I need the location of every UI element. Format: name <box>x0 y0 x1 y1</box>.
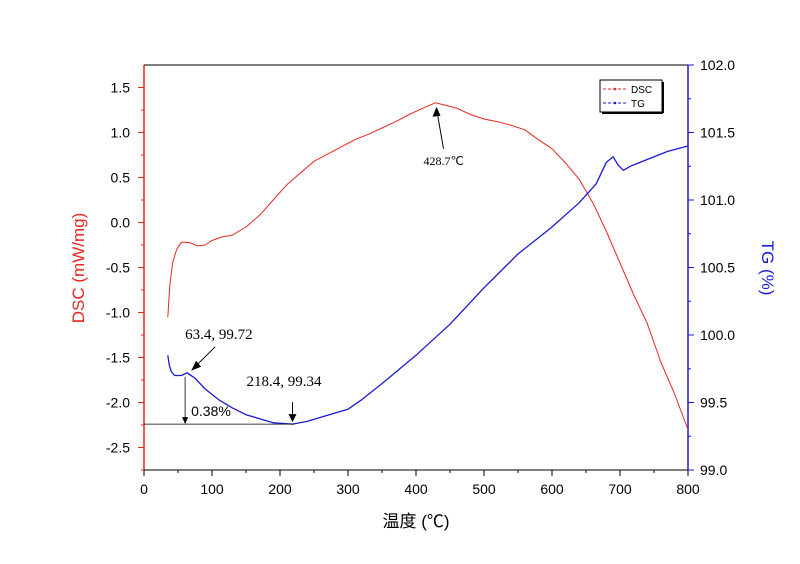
annotations: 428.7℃ 63.4, 99.72 218.4, 99.34 0.38% <box>144 106 464 425</box>
y-right-tick-label: 101.0 <box>700 192 735 208</box>
x-tick-label: 200 <box>268 481 292 497</box>
tg-min-label: 218.4, 99.34 <box>247 374 323 390</box>
x-tick-label: 800 <box>676 481 700 497</box>
y-right-tick-label: 99.0 <box>700 462 727 478</box>
tg-min-arrowhead <box>288 414 297 423</box>
x-tick-label: 300 <box>336 481 360 497</box>
legend-tg-marker <box>613 101 617 105</box>
y-left-tick-label: -2.5 <box>106 440 130 456</box>
legend-tg-label: TG <box>631 99 645 110</box>
y-right-tick-label: 100.0 <box>700 327 735 343</box>
tg-onset-label: 63.4, 99.72 <box>185 327 253 343</box>
y-right-tick-label: 100.5 <box>700 260 735 276</box>
peak-label: 428.7℃ <box>424 154 464 168</box>
y-right-tick-label: 99.5 <box>700 395 727 411</box>
x-tick-label: 600 <box>540 481 564 497</box>
y-left-tick-label: -1.0 <box>106 305 130 321</box>
legend-box <box>599 79 663 113</box>
x-tick-label: 400 <box>404 481 428 497</box>
x-tick-label: 700 <box>608 481 632 497</box>
legend-dsc-label: DSC <box>631 85 652 96</box>
y-left-tick-label: -2.0 <box>106 395 130 411</box>
y-left-tick-label: -0.5 <box>106 260 130 276</box>
tg-onset-arrowhead <box>191 360 202 371</box>
y-left-tick-label: 0.5 <box>111 170 131 186</box>
x-axis-title: 温度 (℃) <box>382 512 449 531</box>
y-left-tick-label: 1.5 <box>111 80 131 96</box>
x-tick-label: 0 <box>140 481 148 497</box>
y-right-tick-label: 101.5 <box>700 125 735 141</box>
x-tick-label: 500 <box>472 481 496 497</box>
legend-dsc-marker <box>613 87 617 91</box>
y-left-tick-label: -1.5 <box>106 350 130 366</box>
y-axis-right-title: TG (%) <box>758 241 777 296</box>
x-tick-label: 100 <box>200 481 224 497</box>
axis-ticks: 0 100 200 300 400 500 600 700 800 1.5 1.0 0.5 0.0 -0.… <box>106 57 735 497</box>
mass-loss-arrowhead <box>182 417 189 425</box>
dsc-series-line <box>167 102 689 430</box>
tg-series-line <box>167 145 689 425</box>
mass-loss-label: 0.38% <box>191 403 231 419</box>
series-lines <box>167 102 689 430</box>
peak-arrowhead <box>432 106 441 117</box>
y-axis-left-title: DSC (mW/mg) <box>69 213 88 323</box>
y-left-tick-label: 0.0 <box>111 215 131 231</box>
y-right-tick-label: 102.0 <box>700 57 735 73</box>
legend: DSC TG <box>599 79 664 114</box>
y-left-tick-label: 1.0 <box>111 125 131 141</box>
